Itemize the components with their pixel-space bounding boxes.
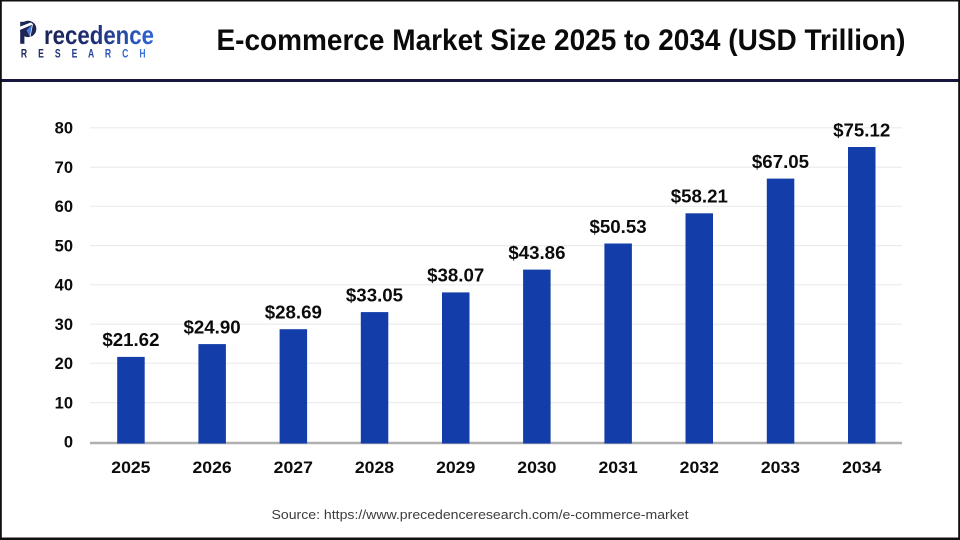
svg-text:2031: 2031 (599, 458, 638, 477)
svg-text:30: 30 (55, 316, 73, 334)
svg-text:recedence: recedence (44, 20, 154, 50)
svg-text:80: 80 (55, 120, 73, 138)
svg-text:2025: 2025 (111, 458, 150, 477)
svg-text:$33.05: $33.05 (346, 284, 403, 305)
svg-text:60: 60 (55, 198, 73, 216)
svg-text:Source: https://www.precedence: Source: https://www.precedenceresearch.c… (272, 507, 689, 522)
svg-text:$58.21: $58.21 (671, 186, 728, 207)
svg-text:$28.69: $28.69 (265, 302, 322, 323)
svg-text:$50.53: $50.53 (590, 216, 647, 237)
svg-text:2029: 2029 (436, 458, 475, 477)
svg-text:R E S E A R C H: R E S E A R C H (21, 46, 150, 60)
svg-text:$43.86: $43.86 (508, 242, 565, 263)
svg-text:$67.05: $67.05 (752, 151, 809, 172)
svg-text:50: 50 (55, 237, 73, 255)
svg-text:2032: 2032 (680, 458, 719, 477)
svg-text:0: 0 (64, 434, 73, 452)
svg-text:2027: 2027 (274, 458, 313, 477)
svg-text:$24.90: $24.90 (184, 316, 241, 337)
svg-text:10: 10 (55, 394, 73, 412)
svg-text:2030: 2030 (517, 458, 556, 477)
svg-text:$21.62: $21.62 (102, 329, 159, 350)
svg-text:E-commerce Market Size 2025 to: E-commerce Market Size 2025 to 2034 (USD… (217, 24, 906, 57)
svg-text:$38.07: $38.07 (427, 265, 484, 286)
svg-text:2026: 2026 (193, 458, 232, 477)
svg-text:2028: 2028 (355, 458, 394, 477)
svg-text:20: 20 (55, 355, 73, 373)
svg-text:2033: 2033 (761, 458, 800, 477)
svg-text:$75.12: $75.12 (833, 119, 890, 140)
svg-text:40: 40 (55, 277, 73, 295)
svg-text:2034: 2034 (842, 458, 882, 477)
svg-text:70: 70 (55, 159, 73, 177)
